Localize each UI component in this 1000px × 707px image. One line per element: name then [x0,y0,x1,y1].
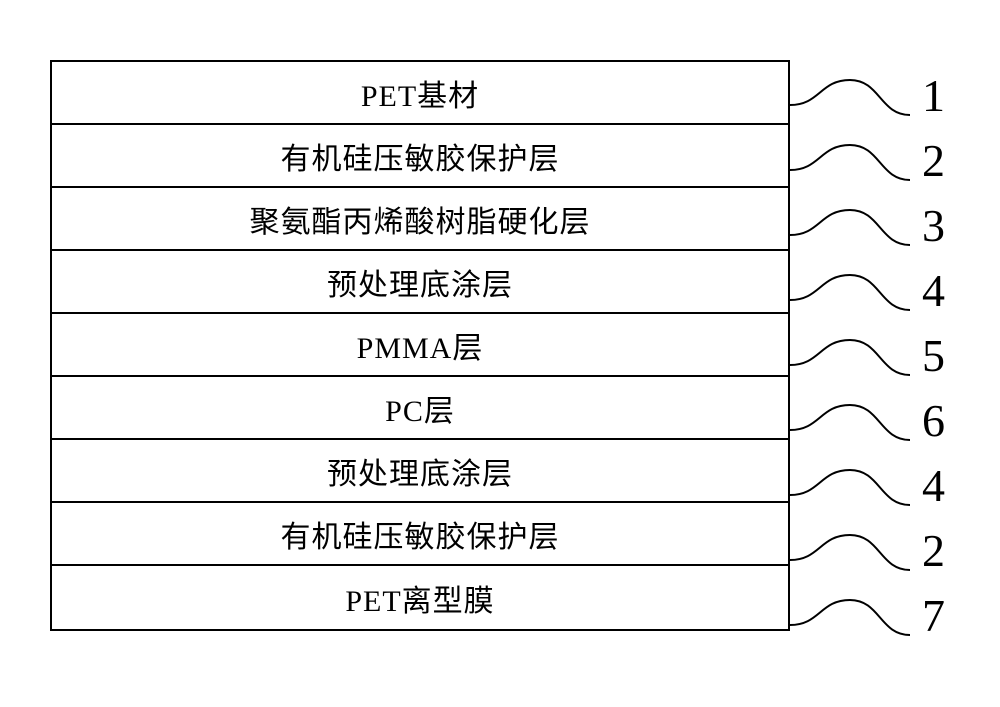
layer-row: 聚氨酯丙烯酸树脂硬化层 [52,188,788,251]
callout: 4 [790,459,945,512]
callout: 3 [790,199,945,252]
layer-stack: PET基材有机硅压敏胶保护层聚氨酯丙烯酸树脂硬化层预处理底涂层PMMA层PC层预… [50,60,790,631]
callout: 1 [790,69,945,122]
layer-row: 有机硅压敏胶保护层 [52,125,788,188]
callout-label: 6 [922,394,945,447]
layer-row: 有机硅压敏胶保护层 [52,503,788,566]
callout-label: 7 [922,589,945,642]
callout-curve-icon [790,525,910,575]
callout-curve-icon [790,200,910,250]
layer-row: 预处理底涂层 [52,251,788,314]
layer-row: 预处理底涂层 [52,440,788,503]
layer-diagram: PET基材有机硅压敏胶保护层聚氨酯丙烯酸树脂硬化层预处理底涂层PMMA层PC层预… [50,60,950,631]
callout-curve-icon [790,135,910,185]
callout-curve-icon [790,395,910,445]
callout-label: 4 [922,264,945,317]
layer-row: PET离型膜 [52,566,788,629]
callout: 2 [790,524,945,577]
layer-row: PMMA层 [52,314,788,377]
callout-label: 2 [922,524,945,577]
callout-curve-icon [790,330,910,380]
callout-curve-icon [790,70,910,120]
callout-curve-icon [790,460,910,510]
callout-label: 4 [922,459,945,512]
callout: 5 [790,329,945,382]
callout-label: 1 [922,69,945,122]
callout-label: 2 [922,134,945,187]
callout: 6 [790,394,945,447]
callout-label: 3 [922,199,945,252]
callout: 2 [790,134,945,187]
layer-row: PC层 [52,377,788,440]
layer-row: PET基材 [52,62,788,125]
callout-curve-icon [790,590,910,640]
callout-label: 5 [922,329,945,382]
callout: 4 [790,264,945,317]
callout: 7 [790,589,945,642]
callout-curve-icon [790,265,910,315]
